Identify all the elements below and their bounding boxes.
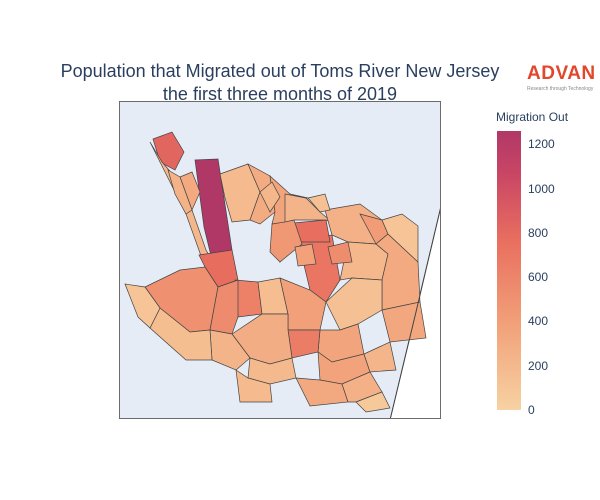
- choropleth-map[interactable]: [120, 102, 441, 419]
- colorbar-tick-label: 200: [528, 358, 549, 373]
- census-region[interactable]: [289, 193, 309, 199]
- colorbar-title: Migration Out: [496, 110, 569, 124]
- census-region[interactable]: [259, 181, 281, 213]
- census-region[interactable]: [327, 241, 353, 265]
- census-region[interactable]: [149, 141, 213, 268]
- census-region[interactable]: [287, 329, 321, 359]
- census-region[interactable]: [235, 369, 273, 403]
- census-regions: [124, 131, 427, 413]
- census-region[interactable]: [124, 283, 161, 329]
- colorbar-tick-label: 1000: [528, 181, 555, 196]
- colorbar-tick-label: 400: [528, 314, 549, 329]
- census-region[interactable]: [152, 131, 185, 171]
- census-region[interactable]: [381, 301, 427, 343]
- colorbar-tick-label: 800: [528, 225, 549, 240]
- census-region[interactable]: [294, 243, 317, 267]
- census-region[interactable]: [209, 279, 239, 335]
- map-title-line2: the first three months of 2019: [162, 84, 398, 104]
- logo-wordmark: ADVAN: [527, 63, 596, 84]
- colorbar-tick-label: 1200: [528, 137, 555, 152]
- census-region[interactable]: [167, 169, 193, 215]
- map-title: Population that Migrated out of Toms Riv…: [20, 60, 540, 106]
- census-region[interactable]: [363, 341, 397, 373]
- coastline: [389, 208, 440, 418]
- advan-logo: ADVAN Research through Technology: [527, 63, 596, 93]
- census-region[interactable]: [381, 213, 419, 263]
- map-title-line1: Population that Migrated out of Toms Riv…: [60, 61, 500, 81]
- logo-tagline: Research through Technology: [527, 86, 594, 92]
- census-region[interactable]: [234, 279, 263, 318]
- colorbar-tick-label: 600: [528, 270, 549, 285]
- census-region[interactable]: [307, 193, 331, 213]
- colorbar-gradient: [497, 131, 521, 410]
- colorbar-tick-label: 0: [528, 403, 535, 417]
- map-plot-area[interactable]: [119, 101, 441, 419]
- census-region[interactable]: [355, 391, 391, 413]
